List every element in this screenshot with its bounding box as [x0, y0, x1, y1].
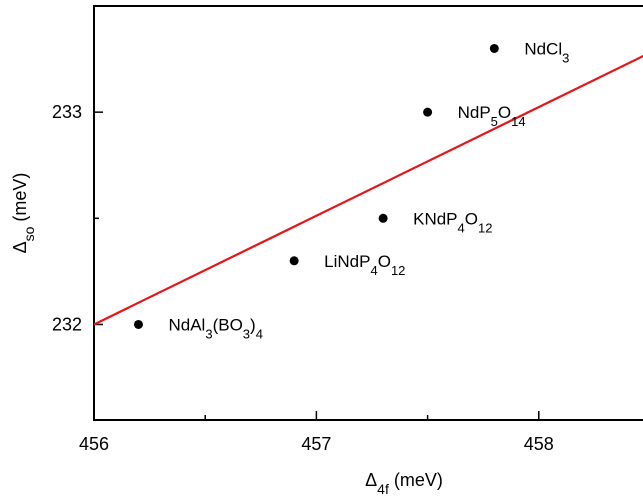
point-label: NdP5O14 — [458, 103, 526, 128]
point-label: NdCl3 — [524, 39, 569, 65]
data-point — [289, 256, 299, 266]
data-point — [423, 107, 433, 117]
data-point — [378, 213, 388, 223]
y-tick-label: 232 — [52, 314, 82, 334]
fit-line-group — [93, 54, 643, 326]
axis-tick-labels: 456 457 458 232 233 — [52, 102, 554, 454]
data-point — [489, 43, 499, 53]
x-tick-label: 458 — [524, 434, 554, 454]
point-label: NdAl3(BO3)4 — [168, 315, 262, 341]
axis-ticks — [93, 5, 540, 420]
x-axis-label: Δ4f (meV) — [365, 470, 443, 497]
point-labels: NdAl3(BO3)4 LiNdP4O12 KNdP4O12 NdP5O14 NdCl3 — [168, 39, 569, 341]
point-label: KNdP4O12 — [413, 209, 492, 235]
x-tick-label: 457 — [301, 434, 331, 454]
point-label: LiNdP4O12 — [324, 252, 405, 278]
x-tick-label: 456 — [79, 434, 109, 454]
fit-line — [93, 54, 643, 326]
data-point — [133, 319, 143, 329]
y-axis-label: Δso (meV) — [10, 173, 37, 254]
data-points — [133, 43, 499, 329]
y-tick-label: 233 — [52, 102, 82, 122]
plot-frame — [93, 5, 643, 421]
